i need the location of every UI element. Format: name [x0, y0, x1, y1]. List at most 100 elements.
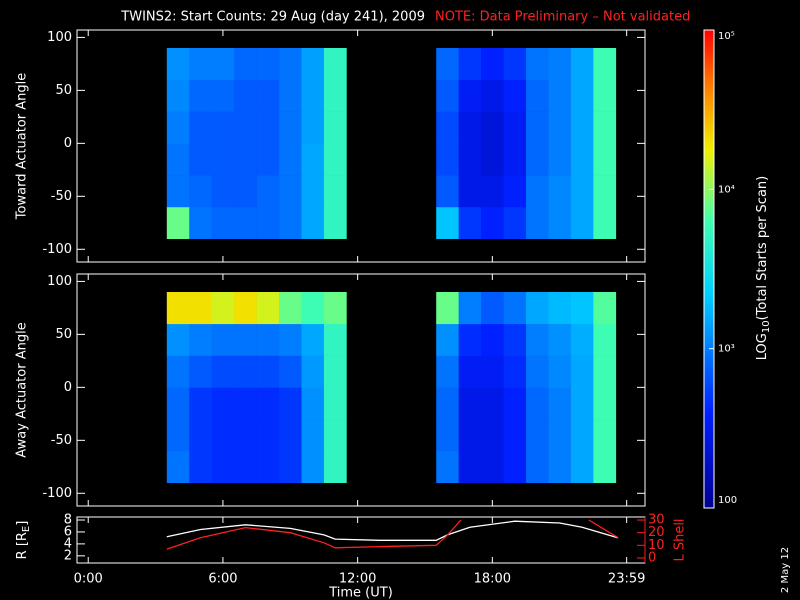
heatmap-cell [323, 206, 347, 239]
heatmap-cell [256, 450, 280, 483]
heatmap-cell [481, 175, 504, 208]
heatmap-cell [234, 419, 257, 452]
heatmap-cell [526, 355, 549, 388]
heatmap-cell [548, 48, 572, 81]
y-tick-label: 100 [47, 274, 72, 289]
heatmap-cell [436, 292, 459, 325]
heatmap-cell [593, 206, 617, 239]
heatmap-cell [481, 111, 504, 144]
heatmap-cell [570, 48, 594, 81]
heatmap-cell [548, 450, 572, 483]
x-tick-label: 18:00 [474, 572, 511, 587]
heatmap-cell [166, 387, 190, 420]
y2-tick-label: 0 [648, 550, 656, 565]
x-tick-label: 12:00 [339, 572, 376, 587]
heatmap-cell [526, 323, 549, 356]
heatmap-cell [234, 111, 257, 144]
heatmap-cell [211, 419, 235, 452]
heatmap-cell [301, 143, 325, 176]
y-tick-label: 2 [64, 548, 72, 563]
heatmap-cell [189, 79, 213, 112]
heatmap-cell [166, 143, 190, 176]
heatmap-cell [301, 355, 325, 388]
heatmap-cell [593, 387, 617, 420]
heatmap-cell [458, 323, 482, 356]
plot-frame [76, 273, 646, 507]
heatmap-cell [436, 48, 459, 81]
heatmap-cell [234, 355, 257, 388]
heatmap-cell [279, 355, 302, 388]
heatmap-cell [526, 79, 549, 112]
heatmap-cell [279, 450, 302, 483]
heatmap-cell [189, 292, 213, 325]
heatmap-cell [570, 143, 594, 176]
heatmap-cell [458, 387, 482, 420]
heatmap-cell [256, 387, 280, 420]
heatmap-cell [279, 419, 302, 452]
heatmap-cell [189, 450, 213, 483]
heatmap-cell [189, 143, 213, 176]
heatmap-cell [323, 292, 347, 325]
heatmap-cell [211, 206, 235, 239]
y-label-sub: E [21, 526, 32, 532]
heatmap-cell [211, 111, 235, 144]
y-tick-label: 50 [55, 83, 72, 98]
heatmap-cell [166, 111, 190, 144]
heatmap-cell [211, 48, 235, 81]
heatmap-cell [211, 355, 235, 388]
heatmap-cell [256, 355, 280, 388]
heatmap-cell [279, 48, 302, 81]
heatmap-cell [593, 143, 617, 176]
heatmap-cell [570, 292, 594, 325]
heatmap-cell [211, 143, 235, 176]
heatmap-cell [323, 111, 347, 144]
heatmap-cell [526, 292, 549, 325]
heatmap-cell [211, 79, 235, 112]
y-axis-label: Away Actuator Angle [15, 322, 30, 457]
heatmap-cell [526, 206, 549, 239]
colorbar-tick-label: 100 [718, 495, 737, 506]
heatmap-cell [593, 323, 617, 356]
heatmap-cell [323, 79, 347, 112]
heatmap-cell [436, 175, 459, 208]
y2-tick-label: 30 [648, 513, 665, 528]
colorbar-label-sub: 10 [761, 320, 772, 333]
y-label-end: ] [15, 521, 30, 526]
heatmap-cell [503, 323, 527, 356]
heatmap-cell [593, 292, 617, 325]
heatmap-cell [526, 419, 549, 452]
heatmap-cell [526, 111, 549, 144]
heatmap-cell [481, 79, 504, 112]
heatmap-cell [570, 355, 594, 388]
heatmap-cell [234, 292, 257, 325]
heatmap-cell [481, 387, 504, 420]
y-tick-label: -50 [51, 433, 72, 448]
heatmap-cell [548, 387, 572, 420]
heatmap-cell [458, 355, 482, 388]
heatmap-cell [481, 419, 504, 452]
heatmap-cell [301, 111, 325, 144]
heatmap-cell [279, 323, 302, 356]
heatmap-cell [436, 355, 459, 388]
heatmap-cell [548, 175, 572, 208]
heatmap-cell [458, 79, 482, 112]
date-stamp: 2 May 12 [780, 547, 791, 593]
heatmap-cell [211, 387, 235, 420]
heatmap-cell [189, 206, 213, 239]
heatmap-cell [279, 206, 302, 239]
heatmap-cell [458, 48, 482, 81]
heatmap-cell [256, 206, 280, 239]
heatmap-cell [503, 450, 527, 483]
heatmap-cell [548, 111, 572, 144]
heatmap-cell [189, 387, 213, 420]
colorbar-tick-label: 10⁵ [718, 31, 735, 42]
heatmap-cell [526, 175, 549, 208]
heatmap-cell [301, 450, 325, 483]
x-tick-label: 0:00 [74, 572, 103, 587]
heatmap-cell [436, 111, 459, 144]
heatmap-cell [234, 48, 257, 81]
y-tick-label: -100 [42, 242, 72, 257]
heatmap-cell [279, 292, 302, 325]
heatmap-cell [458, 175, 482, 208]
